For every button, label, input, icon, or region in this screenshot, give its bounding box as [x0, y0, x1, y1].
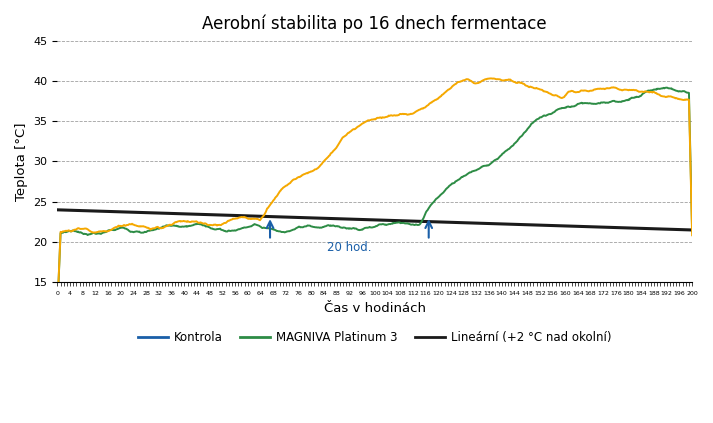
X-axis label: Čas v hodinách: Čas v hodinách [324, 302, 426, 315]
Title: Aerobní stabilita po 16 dnech fermentace: Aerobní stabilita po 16 dnech fermentace [202, 15, 547, 33]
Legend: Kontrola, MAGNIVA Platinum 3, Lineární (+2 °C nad okolní): Kontrola, MAGNIVA Platinum 3, Lineární (… [134, 327, 616, 349]
Text: 20 hod.: 20 hod. [327, 241, 371, 254]
Y-axis label: Teplota [°C]: Teplota [°C] [15, 122, 28, 201]
